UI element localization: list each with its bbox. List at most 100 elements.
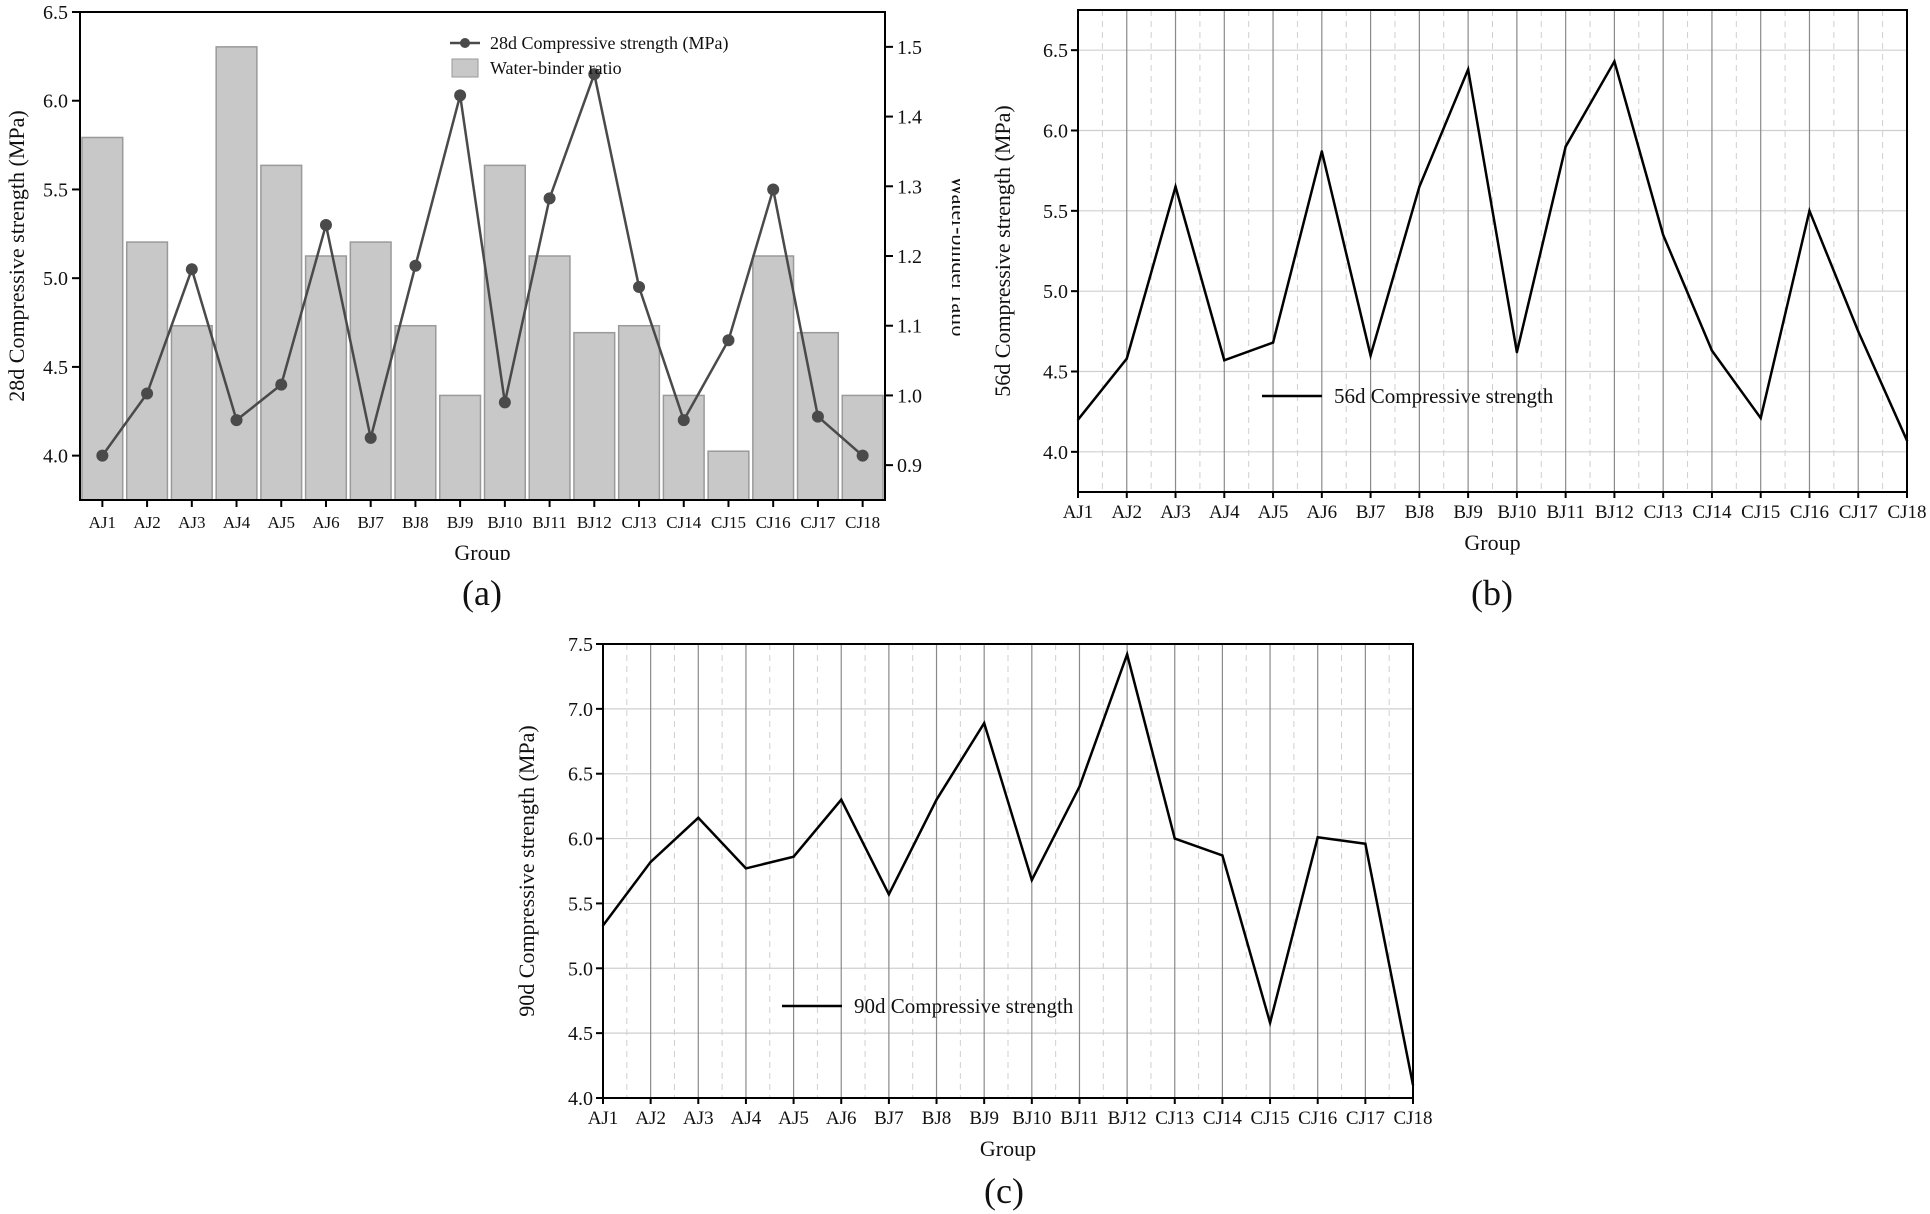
point-BJ9 xyxy=(1466,68,1470,71)
xtick-label: BJ10 xyxy=(1497,502,1536,523)
ytick-label: 6.5 xyxy=(43,2,68,24)
xtick-label: CJ18 xyxy=(1393,1108,1432,1129)
xtick-label: BJ8 xyxy=(922,1108,952,1129)
xtick-label: AJ2 xyxy=(1111,502,1142,523)
point-CJ16 xyxy=(1808,209,1811,213)
y2tick-label: 1.1 xyxy=(897,316,922,338)
y2tick-label: 1.0 xyxy=(897,385,922,407)
point-AJ6 xyxy=(1320,150,1324,153)
point-AJ3 xyxy=(1174,185,1177,188)
point-BJ8 xyxy=(409,259,422,272)
point-AJ5 xyxy=(792,855,795,858)
ytick-label: 4.5 xyxy=(43,357,68,379)
xtick-label: BJ9 xyxy=(1453,502,1483,523)
xtick-label: AJ5 xyxy=(1258,502,1289,523)
caption-c: (c) xyxy=(984,1171,1024,1211)
xtick-label: AJ3 xyxy=(178,513,205,532)
ytick-label: 6.0 xyxy=(43,91,68,113)
ytick-label: 5.5 xyxy=(568,893,593,915)
legend-label-wb: Water-binder ratio xyxy=(490,58,622,78)
y2tick-label: 1.5 xyxy=(897,37,922,59)
y-axis-label: 28d Compressive strength (MPa) xyxy=(4,110,29,401)
xtick-label: CJ17 xyxy=(1346,1108,1385,1129)
point-BJ10 xyxy=(1030,878,1034,882)
point-BJ12 xyxy=(1613,60,1616,63)
xtick-label: BJ7 xyxy=(1356,502,1386,523)
xtick-label: CJ17 xyxy=(1839,502,1878,523)
xtick-label: BJ11 xyxy=(532,513,566,532)
xtick-label: AJ4 xyxy=(731,1108,762,1129)
caption-b: (b) xyxy=(1471,573,1513,613)
bar-BJ10 xyxy=(483,164,526,501)
point-BJ11 xyxy=(1078,785,1081,788)
point-CJ14 xyxy=(677,414,690,427)
point-AJ4 xyxy=(230,414,243,427)
xtick-label: AJ6 xyxy=(826,1108,857,1129)
bar-AJ6 xyxy=(304,255,348,501)
point-CJ17 xyxy=(811,410,824,423)
point-AJ2 xyxy=(1125,357,1128,360)
xtick-label: CJ14 xyxy=(666,513,701,532)
bar-CJ13 xyxy=(617,324,661,501)
xtick-label: AJ3 xyxy=(683,1108,714,1129)
point-BJ7 xyxy=(364,431,377,444)
point-CJ14 xyxy=(1710,349,1714,352)
ytick-label: 4.0 xyxy=(568,1088,593,1110)
point-CJ18 xyxy=(1905,439,1909,442)
point-CJ15 xyxy=(1268,1021,1272,1024)
y2-axis-label: Water-binder ratio xyxy=(947,176,960,337)
point-BJ10 xyxy=(498,396,511,409)
legend-label-28d: 28d Compressive strength (MPa) xyxy=(490,33,728,54)
point-CJ15 xyxy=(1759,416,1762,420)
xtick-label: AJ6 xyxy=(312,513,339,532)
point-BJ11 xyxy=(1564,145,1567,148)
point-CJ13 xyxy=(1661,233,1665,237)
xtick-label: AJ2 xyxy=(133,513,160,532)
legend-label: 90d Compressive strength xyxy=(854,994,1074,1018)
point-AJ3 xyxy=(185,263,198,276)
xtick-label: CJ15 xyxy=(1251,1108,1290,1129)
point-BJ7 xyxy=(1369,354,1372,357)
xtick-label: CJ16 xyxy=(1298,1108,1337,1129)
point-AJ5 xyxy=(275,378,288,391)
series-line xyxy=(1077,58,1909,442)
point-CJ13 xyxy=(1173,837,1176,840)
ytick-label: 4.0 xyxy=(43,446,68,468)
xtick-label: BJ11 xyxy=(1060,1108,1098,1129)
bar-CJ18 xyxy=(841,394,884,501)
caption-a: (a) xyxy=(462,573,502,613)
xtick-label: AJ1 xyxy=(588,1108,619,1129)
chart-a: 4.0 4.5 5.0 5.5 6.0 6.5 0.9 1.0 1.1 1.2 1.3 1.4 1.5 A… xyxy=(4,2,960,560)
bar-CJ16 xyxy=(752,255,795,501)
plot-frame xyxy=(602,643,1414,1099)
xtick-label: BJ7 xyxy=(874,1108,904,1129)
point-BJ9 xyxy=(454,89,467,102)
xtick-label: BJ10 xyxy=(487,513,522,532)
ytick-label: 5.5 xyxy=(43,179,68,201)
xtick-label: BJ7 xyxy=(357,513,384,532)
point-AJ1 xyxy=(96,449,109,462)
point-BJ11 xyxy=(543,192,556,205)
xtick-label: AJ1 xyxy=(1063,502,1094,523)
chart-c: 4.0 4.5 5.0 5.5 6.0 6.5 7.0 7.5 AJ1 AJ2 AJ3 AJ4 AJ5 A… xyxy=(514,634,1433,1161)
point-AJ6 xyxy=(319,218,332,231)
ytick-label: 7.5 xyxy=(568,634,593,656)
point-CJ15 xyxy=(722,334,735,347)
xtick-label: BJ8 xyxy=(402,513,428,532)
point-AJ1 xyxy=(601,924,605,927)
ytick-label: 6.0 xyxy=(1043,121,1068,143)
point-CJ17 xyxy=(1364,842,1367,845)
bar-BJ12 xyxy=(573,331,616,501)
ytick-label: 5.5 xyxy=(1043,201,1068,223)
y2tick-label: 1.3 xyxy=(897,176,922,198)
xtick-label: AJ4 xyxy=(1209,502,1240,523)
x-axis-label: Group xyxy=(454,540,510,560)
point-AJ2 xyxy=(141,387,154,400)
legend-label: 56d Compressive strength xyxy=(1334,384,1554,408)
point-BJ8 xyxy=(1418,185,1421,188)
ytick-label: 5.0 xyxy=(43,268,68,290)
xtick-label: CJ14 xyxy=(1692,502,1732,523)
bar-BJ8 xyxy=(394,324,437,501)
xtick-label: BJ12 xyxy=(1595,502,1634,523)
ytick-label: 4.0 xyxy=(1043,442,1068,464)
